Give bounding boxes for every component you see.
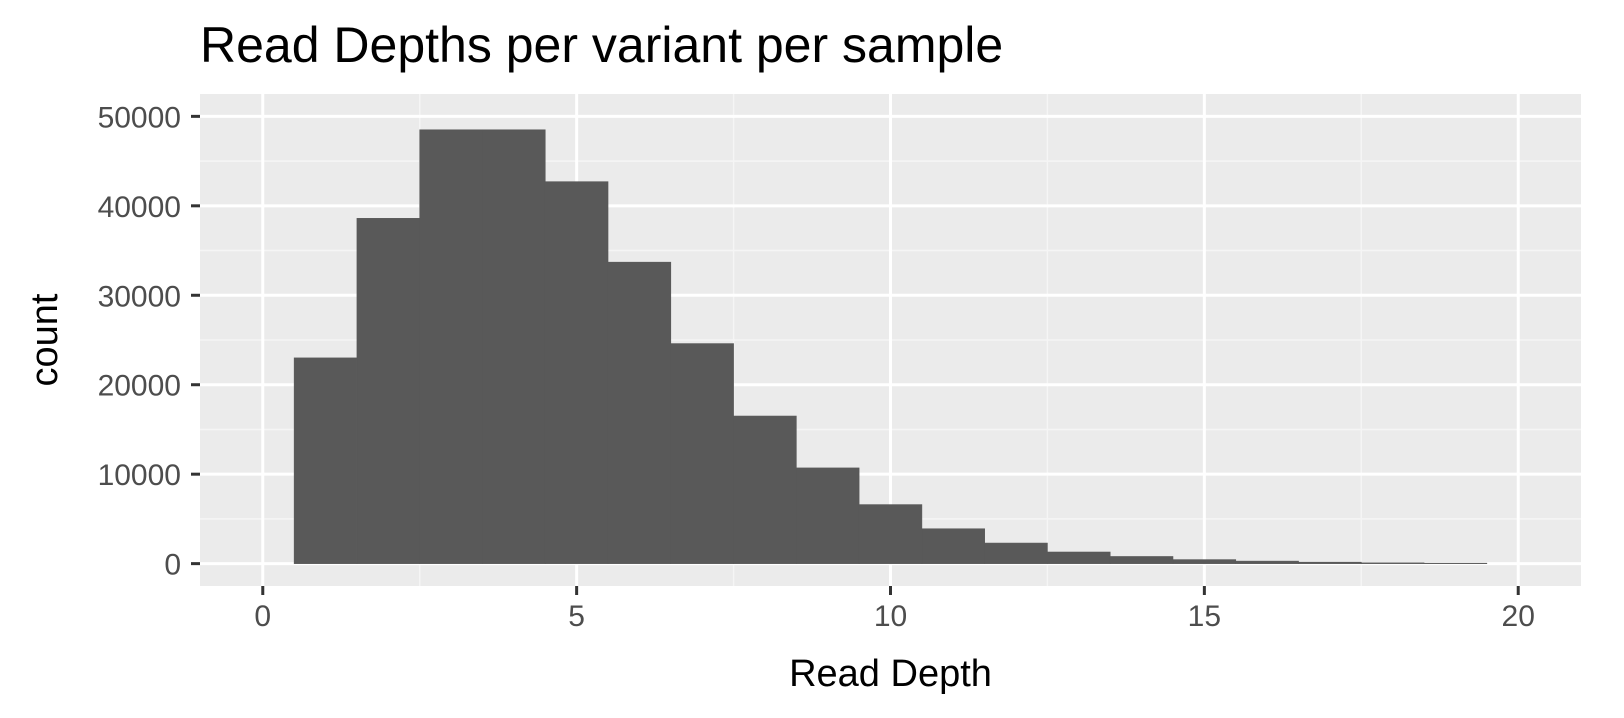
histogram-bar (419, 129, 483, 564)
x-tick-label: 10 (874, 600, 907, 633)
histogram-bar (1047, 551, 1111, 564)
histogram-bar (733, 415, 797, 564)
x-axis-title: Read Depth (789, 653, 992, 695)
y-axis-title: count (24, 293, 66, 386)
x-tick-label: 15 (1188, 600, 1221, 633)
histogram-bar (1360, 562, 1425, 564)
histogram-bar (293, 357, 358, 564)
y-tick-label: 20000 (98, 370, 181, 403)
x-tick-label: 0 (254, 600, 271, 633)
x-tick-label: 20 (1502, 600, 1535, 633)
x-axis: 0 5 10 15 20 (254, 586, 1535, 633)
histogram-bar (1172, 559, 1237, 564)
y-axis: 0 10000 20000 30000 40000 50000 (98, 101, 200, 582)
histogram-bar (984, 542, 1048, 564)
histogram-bar (1298, 561, 1362, 564)
histogram-bar (482, 129, 546, 564)
y-tick-label: 50000 (98, 101, 181, 134)
x-tick-label: 5 (568, 600, 585, 633)
histogram-bar (607, 261, 672, 564)
histogram-bar (1235, 560, 1299, 564)
y-tick-label: 30000 (98, 280, 181, 313)
histogram-bar (921, 528, 985, 564)
histogram-bar (796, 467, 860, 564)
histogram-bar (356, 218, 421, 564)
histogram-bar (1109, 556, 1174, 564)
histogram-bar (544, 181, 609, 564)
histogram-bar (670, 343, 734, 564)
y-tick-label: 0 (164, 549, 181, 582)
histogram-bars (293, 129, 1488, 564)
histogram-bar (858, 504, 923, 564)
y-tick-label: 40000 (98, 191, 181, 224)
chart-title: Read Depths per variant per sample (200, 17, 1003, 73)
y-tick-label: 10000 (98, 459, 181, 492)
